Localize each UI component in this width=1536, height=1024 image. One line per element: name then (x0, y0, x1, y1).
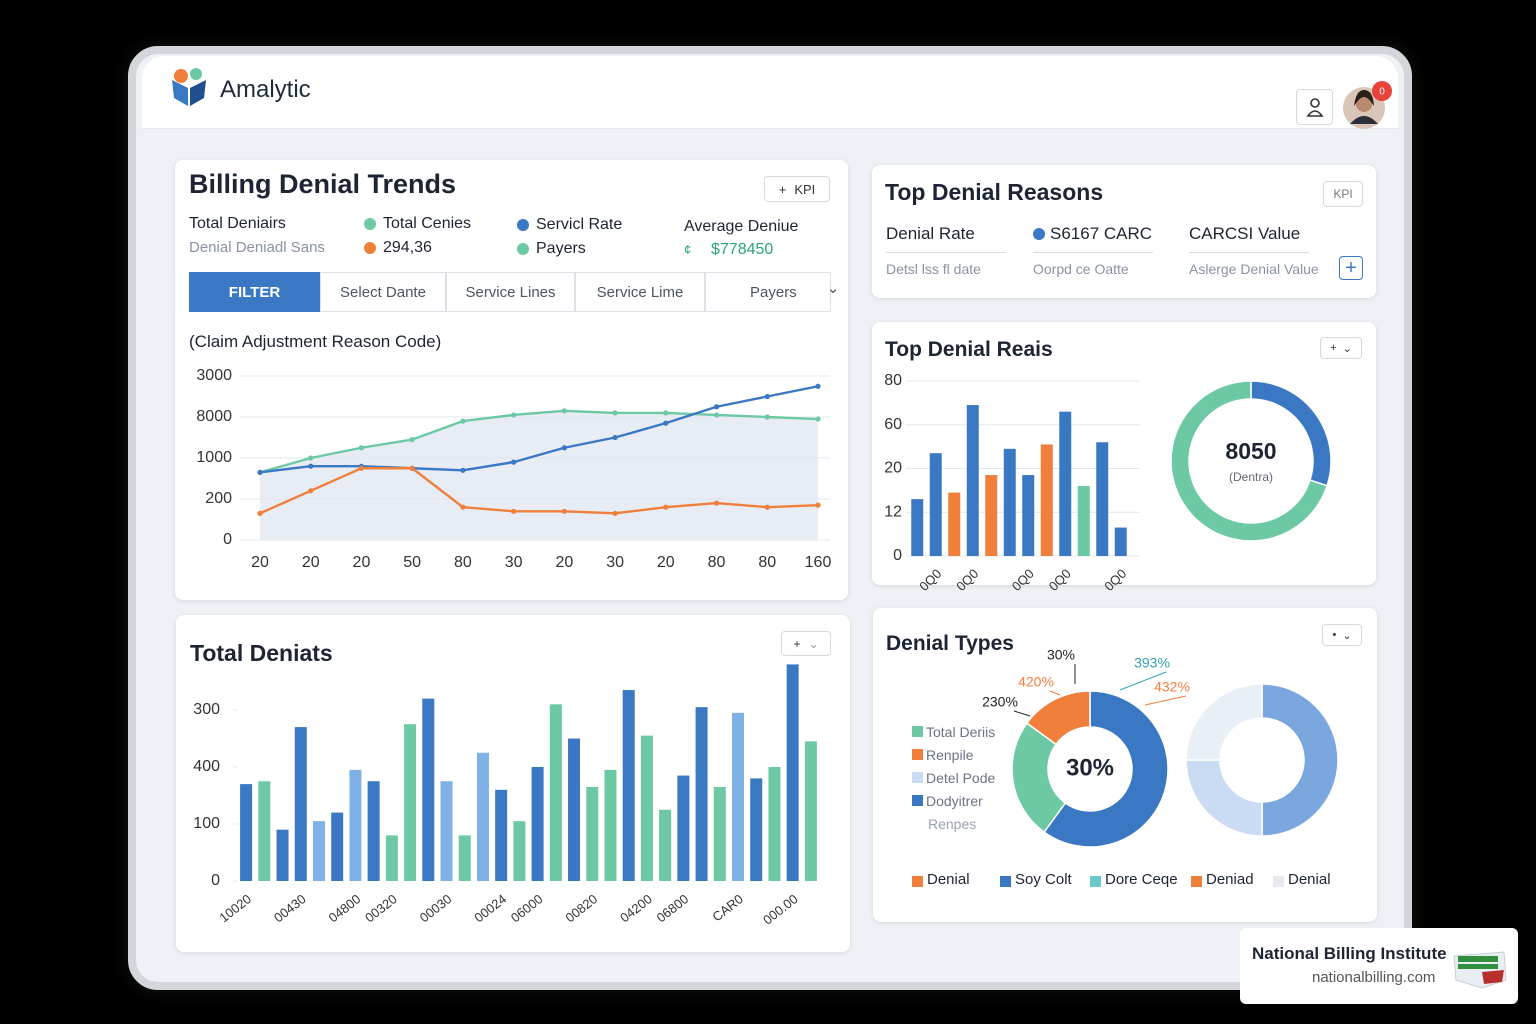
top-bar (142, 56, 1398, 129)
legend-dot (517, 219, 529, 231)
legend-label: Renpile (926, 747, 974, 763)
legend-swatch (1090, 876, 1101, 887)
legend-swatch (1191, 876, 1202, 887)
column-rule (1033, 252, 1153, 253)
button-label: KPI (1333, 187, 1353, 201)
stat-label: Average Deniue (684, 218, 799, 235)
legend-label: Total Deriis (926, 724, 996, 740)
legend-label: Denial (1288, 871, 1331, 888)
tab-label: Payers (750, 283, 797, 301)
column-label: S6167 CARC (1050, 224, 1153, 243)
column-label: Denial Rate (886, 224, 975, 243)
filter-tab[interactable]: FILTER (189, 272, 320, 312)
filter-tab[interactable]: Select Dante (320, 272, 446, 312)
legend-swatch (1273, 876, 1284, 887)
legend-swatch (912, 795, 923, 806)
money-icon: ¢ (684, 242, 692, 257)
legend-label: Payers (536, 240, 586, 257)
avatar[interactable]: 0 (1340, 78, 1396, 134)
plus-icon: + (778, 181, 787, 197)
legend-dot (517, 243, 529, 255)
legend-label: 294,36 (383, 239, 432, 256)
user-icon (1305, 98, 1324, 117)
tab-label: Select Dante (340, 283, 426, 301)
notification-badge: 0 (1379, 87, 1385, 98)
panel-menu[interactable]: + ⌄ (1320, 337, 1362, 359)
user-button[interactable] (1296, 89, 1333, 125)
button-label: KPI (794, 181, 816, 197)
legend-label: Dore Ceqe (1105, 871, 1178, 888)
panel-title: Denial Types (886, 632, 1014, 655)
filter-tab[interactable]: Payers ⌄ (705, 272, 839, 312)
legend-label: Deniad (1206, 871, 1254, 888)
chevron: ⌄ (826, 280, 840, 297)
watermark-name: National Billing Institute (1252, 944, 1447, 963)
panel-title: Top Denial Reais (885, 338, 1053, 361)
column-sub: Aslerge Denial Value (1189, 261, 1319, 277)
filter-tab[interactable]: Service Lime (575, 272, 705, 312)
legend-swatch (1000, 876, 1011, 887)
legend-label: Detel Pode (926, 770, 996, 786)
legend-label: Total Cenies (383, 215, 472, 232)
filter-tab[interactable]: Service Lines (446, 272, 575, 312)
legend-swatch (912, 772, 923, 783)
watermark-logo (1453, 951, 1507, 989)
legend-dot (364, 242, 376, 254)
legend-swatch (912, 749, 923, 760)
stat-sub: Denial Deniadl Sans (189, 239, 325, 256)
watermark-site: nationalbilling.com (1312, 969, 1436, 986)
brand: Amalytic (220, 76, 311, 103)
tab-label: Service Lines (465, 283, 556, 301)
column-sub: Detsl lss fl date (886, 261, 981, 277)
legend-dot (364, 218, 376, 230)
panel-menu[interactable]: + ⌄ (781, 631, 831, 656)
column-label: CARCSI Value (1189, 224, 1301, 243)
kpi-button[interactable]: KPI (1323, 181, 1363, 207)
column-rule (1189, 252, 1309, 253)
panel-title: Top Denial Reasons (885, 179, 1104, 205)
legend-swatch (912, 726, 923, 737)
legend-label: Renpes (928, 816, 977, 832)
legend-label: Soy Colt (1015, 871, 1072, 888)
kpi-button[interactable]: + KPI (764, 176, 830, 202)
legend-label: Dodyitrer (926, 793, 983, 809)
panel-title: Billing Denial Trends (189, 169, 457, 199)
legend-label: Servicl Rate (536, 216, 623, 233)
add-button[interactable]: + (1339, 256, 1363, 280)
reasons-panel (872, 165, 1376, 298)
column-rule (886, 252, 1006, 253)
legend-swatch (912, 876, 923, 887)
column-dot (1033, 228, 1045, 240)
chart-subtitle: (Claim Adjustment Reason Code) (189, 332, 442, 351)
column-sub: Oorpd ce Oatte (1033, 261, 1129, 277)
brand-logo (172, 68, 206, 106)
panel-title: Total Deniats (190, 640, 333, 666)
stat-value: $778450 (711, 241, 774, 258)
panel-menu[interactable]: • ⌄ (1322, 624, 1362, 646)
tab-label: FILTER (228, 283, 281, 301)
legend-label: Denial (927, 871, 970, 888)
tab-label: Service Lime (596, 283, 684, 301)
reais-panel (872, 322, 1376, 585)
stat-label: Total Deniairs (189, 215, 286, 232)
